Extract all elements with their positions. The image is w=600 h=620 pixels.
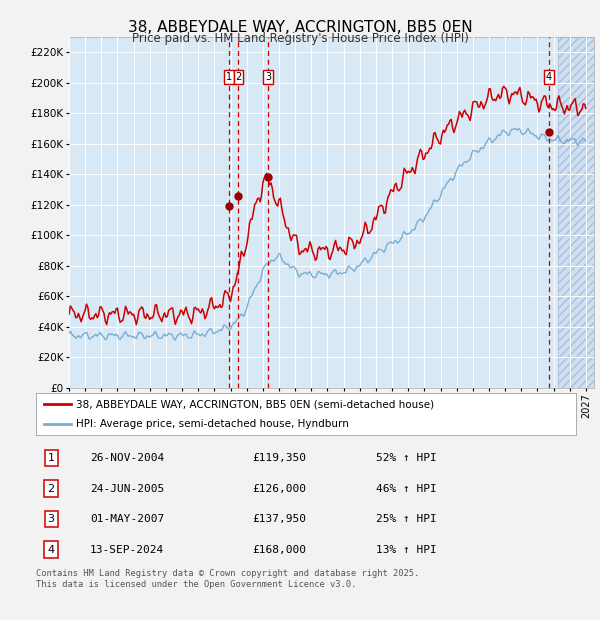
Text: HPI: Average price, semi-detached house, Hyndburn: HPI: Average price, semi-detached house,… [77, 419, 349, 429]
Text: £119,350: £119,350 [252, 453, 306, 463]
Text: 2: 2 [235, 72, 242, 82]
Text: 13% ↑ HPI: 13% ↑ HPI [376, 544, 437, 554]
Text: 4: 4 [47, 544, 55, 554]
Text: 25% ↑ HPI: 25% ↑ HPI [376, 514, 437, 524]
Text: £168,000: £168,000 [252, 544, 306, 554]
Text: 52% ↑ HPI: 52% ↑ HPI [376, 453, 437, 463]
Text: 4: 4 [546, 72, 552, 82]
Text: 24-JUN-2005: 24-JUN-2005 [90, 484, 164, 494]
Text: 38, ABBEYDALE WAY, ACCRINGTON, BB5 0EN (semi-detached house): 38, ABBEYDALE WAY, ACCRINGTON, BB5 0EN (… [77, 399, 434, 409]
Text: 46% ↑ HPI: 46% ↑ HPI [376, 484, 437, 494]
Text: 1: 1 [226, 72, 232, 82]
Text: Price paid vs. HM Land Registry's House Price Index (HPI): Price paid vs. HM Land Registry's House … [131, 32, 469, 45]
Text: 1: 1 [47, 453, 55, 463]
Bar [557, 37, 594, 387]
Text: 3: 3 [47, 514, 55, 524]
Text: 01-MAY-2007: 01-MAY-2007 [90, 514, 164, 524]
Text: 13-SEP-2024: 13-SEP-2024 [90, 544, 164, 554]
Text: 2: 2 [47, 484, 55, 494]
Text: 26-NOV-2004: 26-NOV-2004 [90, 453, 164, 463]
Bar [557, 37, 594, 387]
Text: £126,000: £126,000 [252, 484, 306, 494]
Text: Contains HM Land Registry data © Crown copyright and database right 2025.
This d: Contains HM Land Registry data © Crown c… [36, 569, 419, 588]
Text: £137,950: £137,950 [252, 514, 306, 524]
Text: 38, ABBEYDALE WAY, ACCRINGTON, BB5 0EN: 38, ABBEYDALE WAY, ACCRINGTON, BB5 0EN [128, 20, 472, 35]
Text: 3: 3 [265, 72, 271, 82]
